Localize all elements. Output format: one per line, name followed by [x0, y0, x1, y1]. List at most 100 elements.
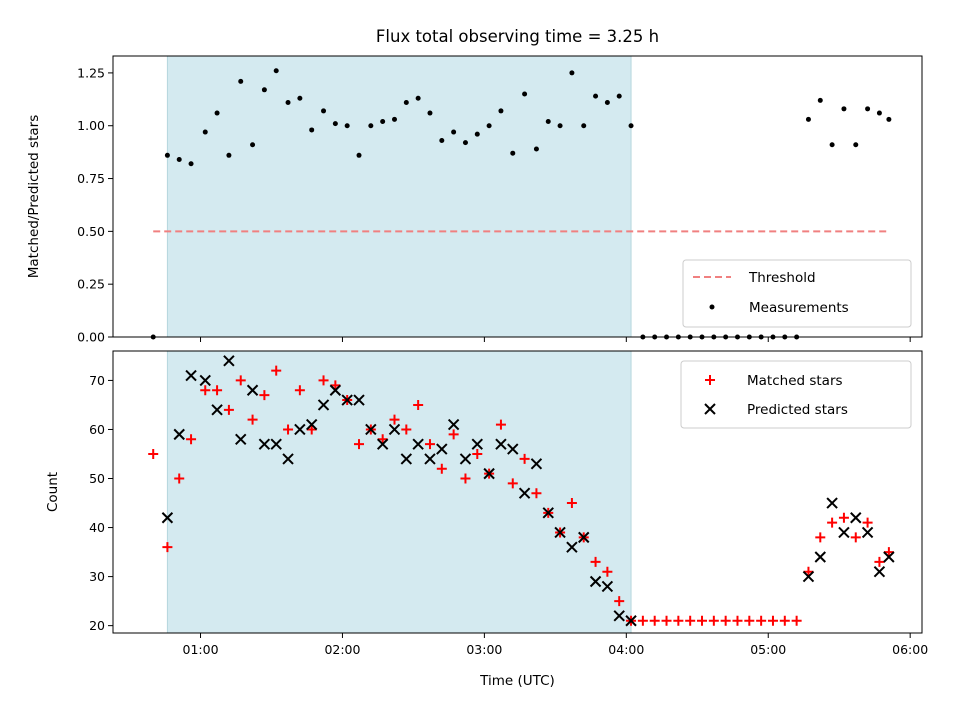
x-tick-label: 06:00 [892, 642, 928, 657]
data-point [581, 123, 587, 129]
data-point [403, 99, 409, 105]
data-point [329, 384, 342, 396]
data-point [744, 615, 755, 626]
data-point [247, 414, 258, 425]
data-point [376, 438, 389, 450]
series-measurements [150, 68, 892, 340]
plot-frame [112, 350, 923, 634]
data-point [518, 487, 531, 499]
data-point [389, 414, 400, 425]
data-point [803, 566, 814, 577]
y-axis-label: Count [45, 472, 61, 512]
data-point [853, 142, 859, 148]
data-point [779, 615, 790, 626]
data-point [637, 615, 648, 626]
data-point [412, 438, 424, 450]
legend: Threshold Measurements [682, 259, 912, 328]
data-point [413, 399, 424, 410]
data-point [862, 517, 873, 528]
data-point [173, 428, 185, 441]
data-point [805, 116, 811, 122]
data-point [294, 423, 306, 436]
data-point [436, 463, 447, 474]
data-point [199, 374, 211, 387]
data-point [829, 142, 835, 148]
data-point [471, 438, 483, 450]
data-point [309, 127, 315, 133]
data-point [439, 138, 445, 144]
data-point [368, 123, 374, 129]
data-point [578, 531, 590, 544]
data-point [377, 434, 388, 445]
data-point [211, 404, 223, 416]
y-axis: 0.00 0.25 0.50 0.75 1.00 1.25 [77, 65, 113, 345]
data-point [865, 106, 871, 112]
data-point [341, 394, 353, 406]
data-point [486, 123, 492, 129]
data-point [174, 473, 185, 484]
series-predicted-stars [161, 355, 895, 627]
series-matched-stars [148, 365, 894, 626]
data-point [427, 110, 433, 116]
data-point [566, 498, 577, 509]
x-tick-label: 03:00 [466, 642, 502, 657]
data-point [271, 365, 282, 376]
x-axis-label: Time (UTC) [479, 673, 555, 689]
data-point [401, 424, 412, 435]
data-point [673, 615, 684, 626]
y-axis: 20 30 40 50 60 70 [89, 373, 113, 633]
data-point [590, 556, 601, 567]
data-point [814, 551, 826, 563]
data-point [161, 512, 174, 524]
data-point [850, 512, 862, 524]
data-point [507, 443, 519, 455]
data-point [625, 615, 637, 627]
y-tick-label: 30 [89, 569, 105, 584]
data-point [886, 116, 892, 122]
data-point [602, 566, 613, 577]
data-point [838, 512, 849, 523]
data-point [462, 140, 468, 146]
data-point [530, 458, 543, 470]
panel-ratio: 0.00 0.25 0.50 0.75 1.00 1.25 Matched/Predicte… [26, 27, 923, 345]
data-point [589, 575, 602, 588]
x-tick-label: 01:00 [183, 642, 219, 657]
data-point [226, 152, 232, 158]
data-point [235, 375, 246, 386]
data-point [306, 424, 317, 435]
data-point [238, 78, 244, 84]
data-point [223, 404, 234, 415]
data-point [791, 615, 802, 626]
data-point [883, 551, 895, 563]
x-tick-label: 02:00 [324, 642, 360, 657]
plot-frame [112, 55, 923, 338]
data-point [258, 438, 271, 450]
data-point [388, 423, 401, 436]
data-point [294, 385, 305, 396]
data-point [305, 418, 318, 431]
data-point [424, 453, 436, 465]
data-point [283, 424, 294, 435]
y-tick-label: 70 [89, 373, 105, 388]
y-tick-label: 0.50 [77, 224, 105, 239]
data-point [282, 453, 294, 465]
data-point [400, 453, 413, 465]
data-point [533, 146, 539, 152]
data-point [186, 434, 197, 445]
x-axis [200, 337, 911, 342]
data-point [519, 453, 530, 464]
data-point [235, 433, 247, 445]
data-point [436, 443, 448, 455]
data-point [720, 615, 731, 626]
y-tick-label: 40 [89, 520, 105, 535]
data-point [415, 95, 421, 101]
data-point [353, 394, 365, 406]
data-point [259, 390, 270, 401]
data-point [861, 526, 874, 539]
data-point [318, 375, 329, 386]
data-point [185, 369, 197, 382]
data-point [495, 419, 506, 430]
data-point [451, 129, 457, 135]
data-point [297, 95, 303, 101]
